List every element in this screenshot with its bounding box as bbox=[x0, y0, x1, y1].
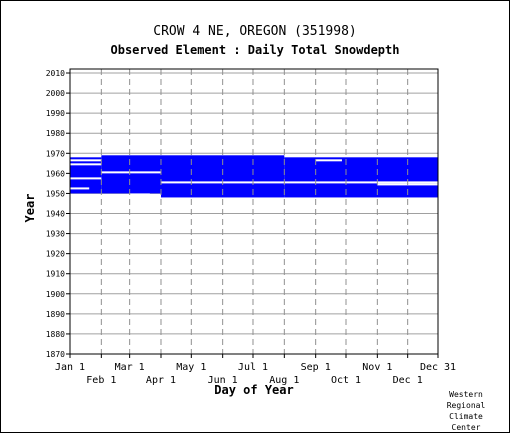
x-tick-label: Mar 1 bbox=[115, 362, 145, 373]
y-tick-label: 1920 bbox=[46, 250, 65, 259]
x-tick-label: Sep 1 bbox=[301, 362, 331, 373]
y-tick-label: 1930 bbox=[46, 230, 65, 239]
missing-data-gap bbox=[129, 193, 150, 196]
y-tick-label: 1880 bbox=[46, 330, 65, 339]
plot-area bbox=[70, 69, 438, 354]
missing-data-gap bbox=[407, 183, 438, 186]
credit-line: Regional bbox=[446, 401, 486, 410]
y-tick-label: 1900 bbox=[46, 290, 65, 299]
y-axis-label: Year bbox=[23, 193, 37, 223]
credit-text: Western Regional Climate Center bbox=[436, 389, 496, 433]
y-tick-label: 2000 bbox=[46, 89, 65, 98]
credit-line: Climate bbox=[449, 412, 483, 421]
x-tick-label: Apr 1 bbox=[146, 375, 176, 386]
x-tick-label: Dec 31 bbox=[420, 362, 456, 373]
credit-line: Western bbox=[449, 390, 483, 399]
y-tick-label: 1950 bbox=[46, 189, 65, 198]
missing-data-gap bbox=[70, 159, 102, 162]
y-tick-label: 1890 bbox=[46, 310, 65, 319]
x-tick-label: Jul 1 bbox=[238, 362, 268, 373]
missing-data-gap bbox=[160, 181, 438, 184]
x-tick-label: May 1 bbox=[176, 362, 206, 373]
x-tick-label: Dec 1 bbox=[393, 375, 423, 386]
missing-data-gap bbox=[70, 163, 102, 166]
missing-data-gap bbox=[315, 159, 342, 162]
plot-border bbox=[69, 68, 439, 355]
x-tick-label: Jun 1 bbox=[208, 375, 238, 386]
missing-data-gap bbox=[101, 171, 161, 174]
snowdepth-data-block bbox=[284, 157, 438, 198]
x-tick-label: Aug 1 bbox=[269, 375, 299, 386]
chart-title: CROW 4 NE, OREGON (351998) bbox=[153, 24, 357, 39]
credit-line: Center bbox=[451, 423, 481, 432]
x-axis-label: Day of Year bbox=[214, 383, 294, 397]
x-tick-label: Jan 1 bbox=[55, 362, 85, 373]
y-tick-label: 1980 bbox=[46, 129, 65, 138]
y-tick-label: 1940 bbox=[46, 210, 65, 219]
snowdepth-data-block bbox=[70, 157, 102, 194]
y-tick-label: 1910 bbox=[46, 270, 65, 279]
y-tick-label: 2010 bbox=[46, 69, 65, 78]
y-tick-label: 1960 bbox=[46, 169, 65, 178]
snowdepth-data-block bbox=[101, 155, 161, 194]
missing-data-gap bbox=[70, 187, 90, 190]
y-tick-label: 1990 bbox=[46, 109, 65, 118]
missing-data-gap bbox=[377, 183, 408, 186]
missing-data-gap bbox=[70, 177, 102, 180]
x-tick-label: Oct 1 bbox=[331, 375, 361, 386]
x-tick-label: Feb 1 bbox=[86, 375, 116, 386]
y-tick-label: 1870 bbox=[46, 350, 65, 359]
x-tick-label: Nov 1 bbox=[362, 362, 392, 373]
chart-subtitle: Observed Element : Daily Total Snowdepth bbox=[110, 43, 400, 57]
y-tick-label: 1970 bbox=[46, 149, 65, 158]
